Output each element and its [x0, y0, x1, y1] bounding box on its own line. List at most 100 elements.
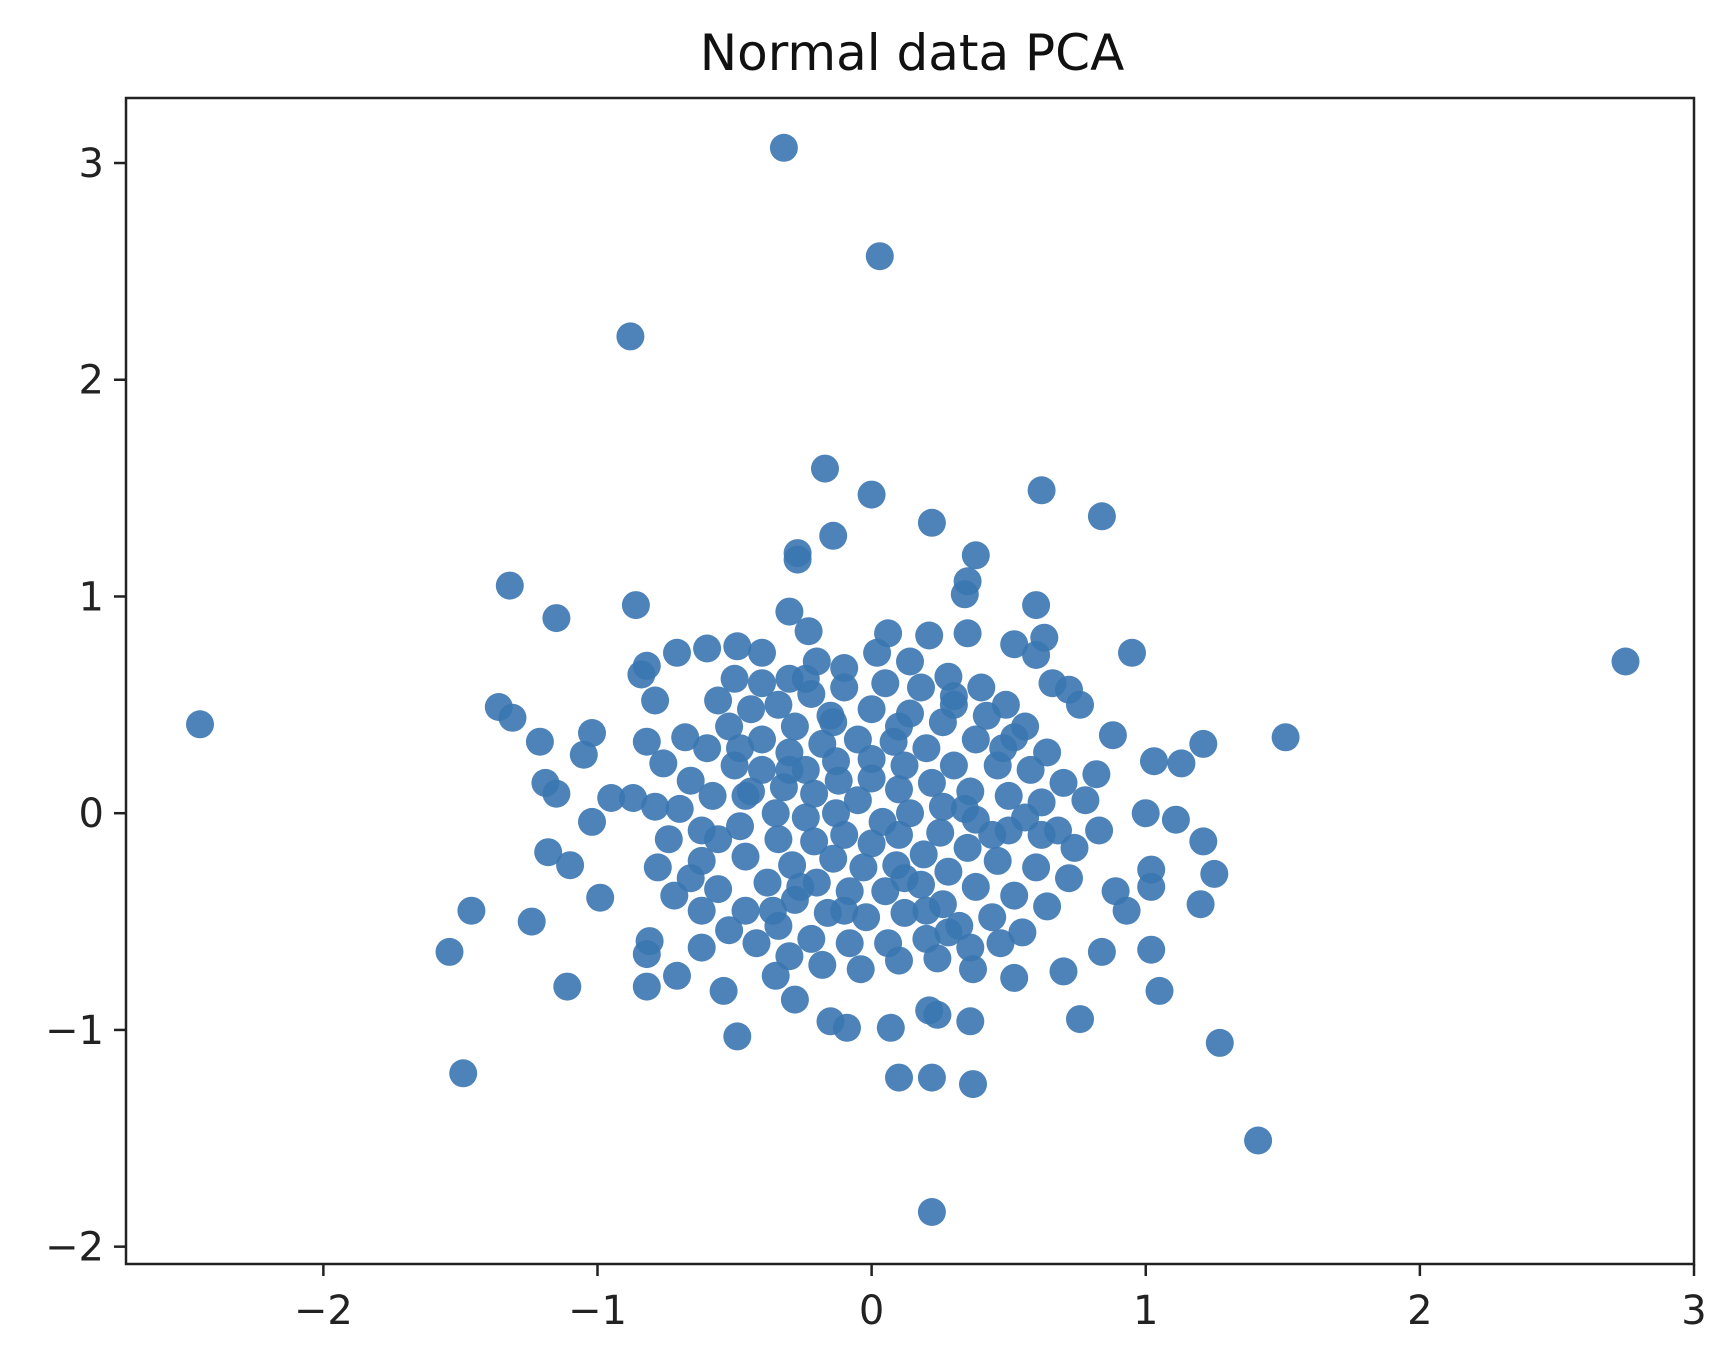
data-point — [764, 825, 793, 854]
data-point — [758, 896, 787, 925]
data-point — [1033, 738, 1062, 767]
data-point — [915, 621, 944, 650]
chart-title: Normal data PCA — [700, 24, 1125, 82]
data-point — [676, 864, 705, 893]
data-point — [1189, 827, 1218, 856]
data-point — [761, 799, 790, 828]
data-point — [641, 686, 670, 715]
data-point — [769, 133, 798, 162]
data-point — [649, 749, 678, 778]
data-point — [632, 727, 661, 756]
data-point — [597, 784, 626, 812]
data-point — [896, 799, 924, 828]
data-point — [816, 1007, 845, 1036]
data-point — [876, 1013, 905, 1042]
data-point — [517, 907, 546, 936]
data-point — [874, 929, 903, 958]
data-point — [723, 1022, 752, 1051]
data-point — [619, 784, 648, 812]
data-point — [748, 638, 776, 667]
data-point — [780, 712, 809, 741]
data-point — [586, 883, 615, 912]
data-point — [632, 972, 661, 1001]
data-point — [1008, 918, 1037, 947]
data-point — [961, 872, 990, 901]
data-point — [885, 1063, 913, 1092]
data-point — [1022, 591, 1051, 620]
data-point — [709, 976, 738, 1005]
data-point — [1000, 630, 1029, 659]
data-point — [783, 545, 812, 574]
data-point — [525, 727, 554, 756]
data-point — [660, 881, 689, 910]
data-point — [939, 690, 968, 719]
data-point — [748, 755, 776, 784]
data-point — [715, 916, 744, 945]
data-point — [794, 617, 823, 646]
data-point — [912, 734, 941, 763]
data-point — [1137, 935, 1166, 964]
data-point — [1022, 853, 1051, 882]
data-point — [907, 673, 935, 702]
data-point — [737, 777, 765, 806]
data-point — [961, 541, 990, 570]
x-tick-label: 1 — [1133, 1288, 1158, 1334]
data-point — [1200, 859, 1229, 888]
data-point — [1205, 1028, 1234, 1057]
data-point — [534, 838, 563, 867]
data-point — [849, 853, 878, 882]
data-point — [1131, 799, 1160, 828]
data-point — [654, 825, 683, 854]
data-point — [1145, 976, 1174, 1005]
data-point — [569, 740, 598, 769]
data-point — [665, 794, 694, 823]
data-point — [1016, 755, 1045, 784]
data-point — [791, 803, 820, 832]
data-point — [1161, 805, 1190, 834]
data-point — [917, 1198, 946, 1226]
data-point — [819, 844, 848, 873]
data-point — [578, 807, 606, 836]
data-point — [885, 712, 913, 741]
data-point — [939, 751, 968, 780]
data-point — [1011, 803, 1040, 832]
data-point — [663, 961, 691, 990]
data-point — [1087, 502, 1116, 531]
data-point — [616, 322, 645, 351]
data-point — [775, 942, 804, 971]
data-point — [449, 1059, 478, 1088]
data-point — [835, 929, 864, 958]
data-point — [671, 723, 700, 752]
data-point — [808, 950, 837, 979]
data-point — [934, 857, 963, 886]
data-point — [846, 955, 875, 984]
data-point — [961, 725, 990, 754]
data-point — [1189, 729, 1218, 758]
data-point — [731, 896, 760, 925]
y-axis: −2 −1 0 1 2 3 — [45, 141, 126, 1271]
data-point — [830, 654, 859, 682]
data-point — [912, 924, 941, 953]
y-tick-label: 0 — [79, 791, 104, 837]
data-point — [1033, 892, 1062, 921]
data-point — [704, 825, 733, 854]
data-point — [1140, 747, 1168, 776]
data-point — [621, 591, 650, 620]
data-point — [934, 918, 963, 947]
data-point — [1167, 749, 1196, 778]
data-point — [917, 508, 946, 537]
data-point — [917, 1063, 946, 1092]
data-point — [723, 632, 752, 661]
data-point — [764, 690, 793, 719]
data-point — [1271, 723, 1300, 752]
data-point — [693, 734, 722, 763]
data-point — [791, 664, 820, 693]
y-tick-label: −1 — [45, 1008, 104, 1054]
data-point — [956, 1007, 985, 1036]
data-point — [495, 571, 524, 600]
data-point — [663, 638, 691, 667]
data-point — [953, 833, 982, 862]
data-point — [824, 766, 853, 795]
data-point — [819, 708, 848, 737]
